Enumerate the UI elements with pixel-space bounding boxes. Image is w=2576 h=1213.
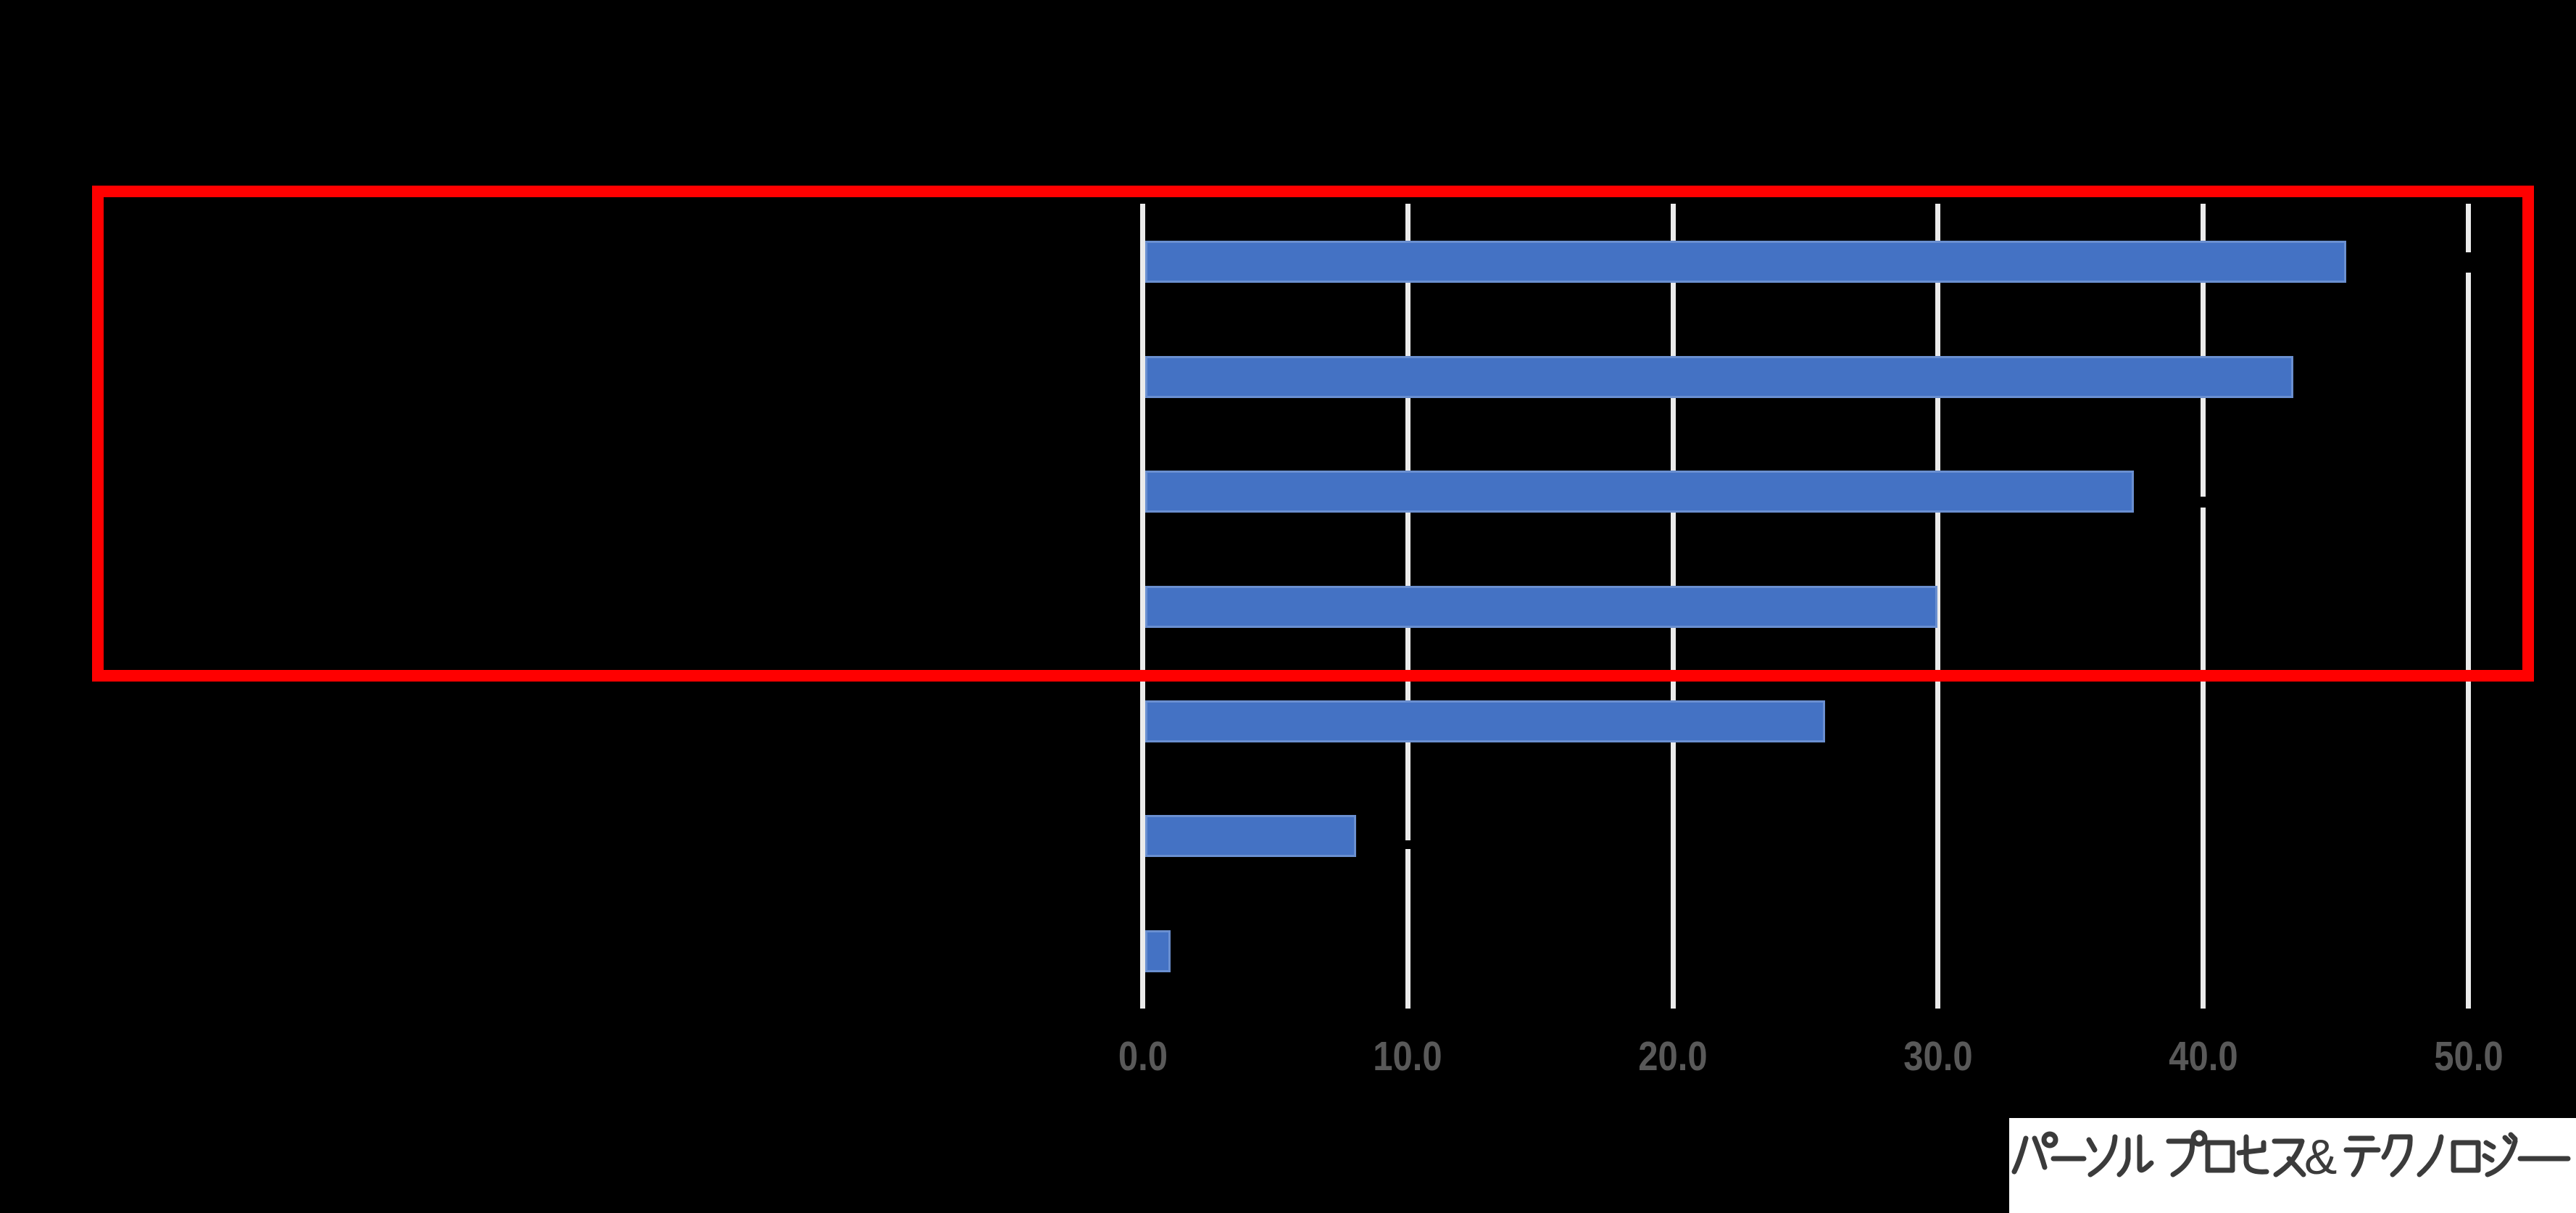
svg-text:&: & — [2304, 1130, 2337, 1185]
